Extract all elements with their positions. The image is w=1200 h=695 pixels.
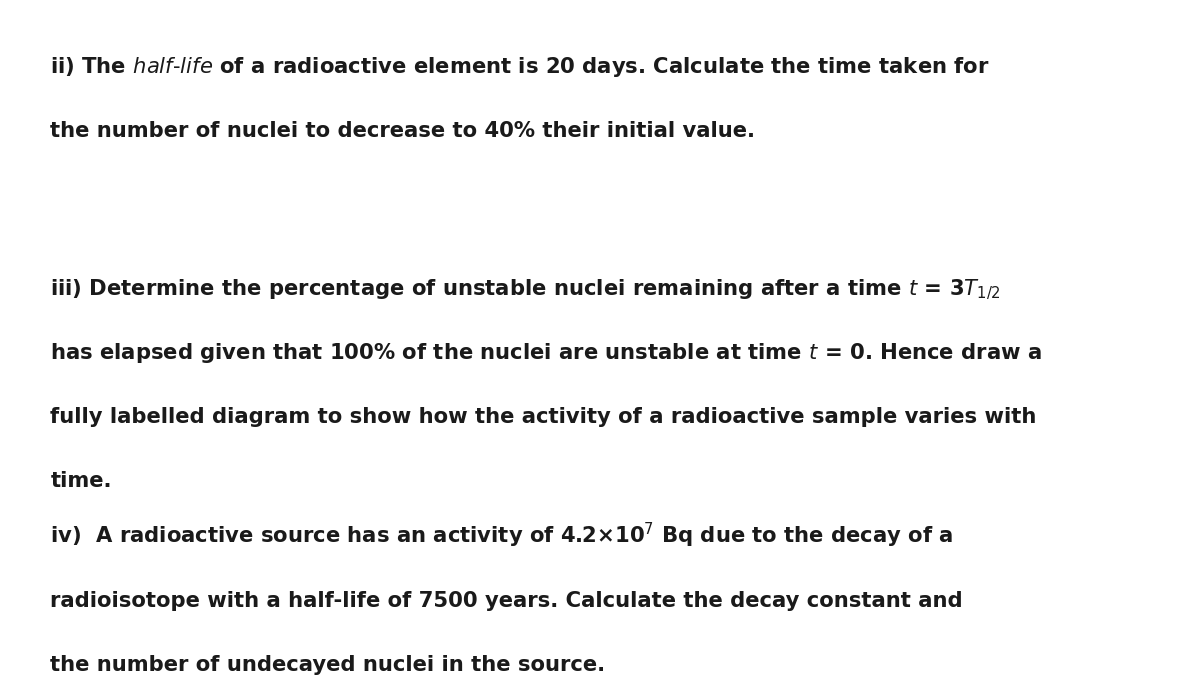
Text: radioisotope with a half-life of 7500 years. Calculate the decay constant and: radioisotope with a half-life of 7500 ye… [50, 591, 964, 612]
Text: iii) Determine the percentage of unstable nuclei remaining after a time $t$ = 3$: iii) Determine the percentage of unstabl… [50, 278, 1001, 302]
Text: iv)  A radioactive source has an activity of 4.2×10$^{7}$ Bq due to the decay of: iv) A radioactive source has an activity… [50, 521, 954, 550]
Text: ii) The $\mathbf{\mathit{half\text{-}life}}$ of a radioactive element is 20 days: ii) The $\mathbf{\mathit{half\text{-}lif… [50, 55, 990, 79]
Text: fully labelled diagram to show how the activity of a radioactive sample varies w: fully labelled diagram to show how the a… [50, 407, 1037, 427]
Text: has elapsed given that 100% of the nuclei are unstable at time $t$ = 0. Hence dr: has elapsed given that 100% of the nucle… [50, 341, 1043, 366]
Text: the number of nuclei to decrease to 40% their initial value.: the number of nuclei to decrease to 40% … [50, 121, 756, 141]
Text: time.: time. [50, 471, 112, 491]
Text: the number of undecayed nuclei in the source.: the number of undecayed nuclei in the so… [50, 655, 606, 676]
